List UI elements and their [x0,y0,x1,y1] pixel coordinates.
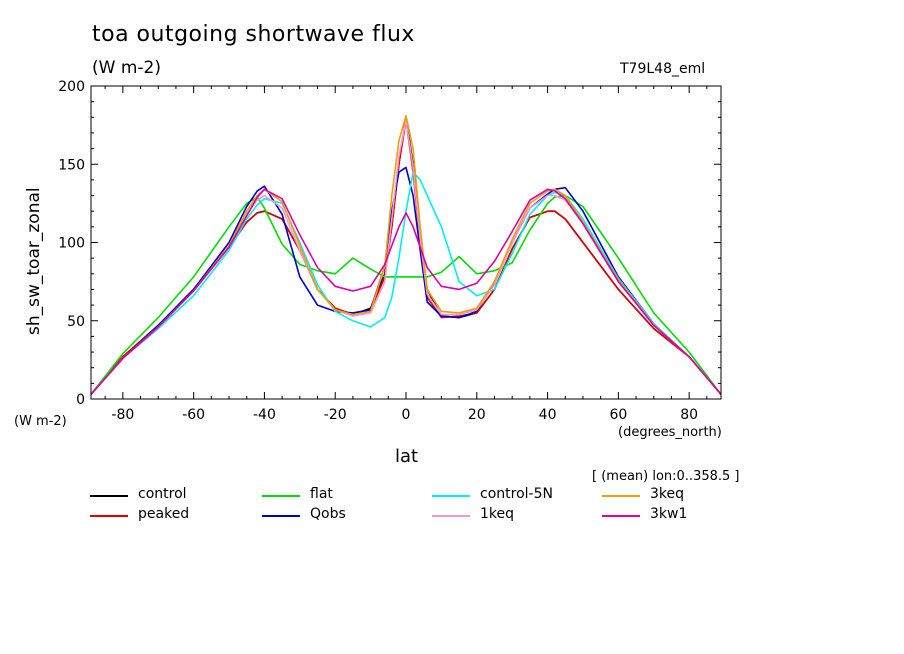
legend-label: peaked [138,506,190,522]
series-line-1keq [90,119,722,395]
legend-swatch [432,495,470,497]
series-line-control-5N [90,171,722,395]
legend-label: 1keq [480,506,515,522]
x-tick-label: 80 [680,407,698,423]
legend-label: control-5N [480,486,553,502]
x-axis-units: (degrees_north) [618,425,722,440]
x-tick-label: -20 [324,407,347,423]
y-axis-label: sh_sw_toar_zonal [24,187,44,335]
averaging-note: [ (mean) lon:0..358.5 ] [592,469,740,484]
chart-units: (W m-2) [92,58,161,78]
legend-label: 3kw1 [650,506,688,522]
x-tick-label: -40 [253,407,276,423]
legend-label: control [138,486,187,502]
legend-label: flat [310,486,333,502]
x-tick-label: 40 [539,407,557,423]
y-tick-label: 200 [58,79,85,95]
legend: control peaked flat Qobs control-5N 1keq 3keq 3… [90,486,810,528]
series-layer [90,114,722,395]
x-tick-label: 20 [468,407,486,423]
y-tick-label: 100 [58,236,85,252]
y-tick-label: 50 [67,314,85,330]
series-line-Qobs [90,166,722,395]
x-tick-label: 60 [609,407,627,423]
run-id-label: T79L48_eml [620,61,706,77]
legend-swatch [90,495,128,497]
plot-frame [90,85,722,400]
series-line-peaked [90,119,722,395]
legend-label: Qobs [310,506,346,522]
x-axis-label: lat [395,446,419,467]
legend-swatch [262,495,300,497]
y-tick-label: 150 [58,157,85,173]
y-axis-units: (W m-2) [14,414,67,429]
y-tick-label: 0 [76,392,85,408]
series-line-3keq [90,114,722,395]
series-line-flat [90,194,722,395]
x-tick-label: -60 [182,407,205,423]
series-line-control [90,116,722,395]
axes-layer: -80 -60 -40 -20 0 20 40 60 80 0 50 100 150 200 [58,79,722,423]
x-tick-label: 0 [402,407,411,423]
legend-swatch [602,495,640,497]
legend-swatch [90,515,128,517]
legend-label: 3keq [650,486,685,502]
legend-swatch [602,515,640,517]
legend-swatch [262,515,300,517]
x-tick-label: -80 [111,407,134,423]
legend-swatch [432,515,470,517]
chart-title: toa outgoing shortwave flux [92,22,415,47]
series-line-3kw1 [90,188,722,395]
